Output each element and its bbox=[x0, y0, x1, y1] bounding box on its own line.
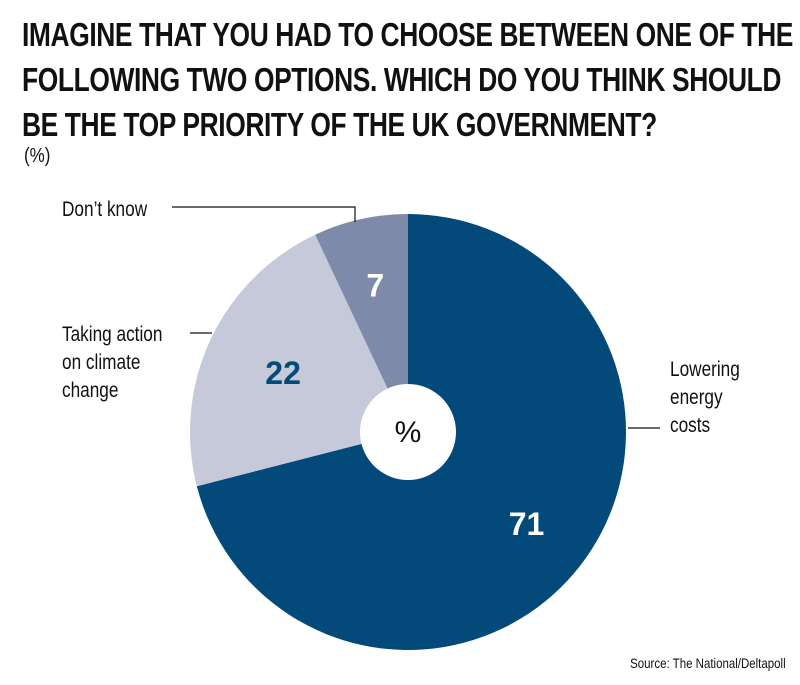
center-label: % bbox=[395, 416, 422, 449]
pie-slice bbox=[190, 234, 408, 487]
leader-line-dont-know bbox=[172, 206, 356, 222]
category-label-dont-know: Don’t know bbox=[62, 199, 147, 222]
category-label-climate-line: Taking action bbox=[62, 324, 162, 347]
source-note: Source: The National/Deltapoll bbox=[630, 655, 786, 671]
category-label-energy-line: energy bbox=[670, 387, 723, 410]
unit-label: (%) bbox=[24, 145, 51, 167]
center-hole bbox=[360, 384, 456, 480]
value-labels: 71 22 7 bbox=[265, 268, 544, 542]
slice-value-label: 71 bbox=[509, 506, 545, 542]
pie-slice bbox=[315, 214, 408, 432]
slice-value-label: 7 bbox=[366, 268, 384, 304]
category-label-climate-line: on climate bbox=[62, 352, 140, 375]
title-line: BE THE TOP PRIORITY OF THE UK GOVERNMENT… bbox=[22, 106, 657, 143]
category-label-energy-line: costs bbox=[670, 415, 710, 438]
category-label-energy-line: Lowering bbox=[670, 359, 740, 382]
category-label-climate-line: change bbox=[62, 380, 118, 403]
slice-value-label: 22 bbox=[265, 355, 301, 391]
